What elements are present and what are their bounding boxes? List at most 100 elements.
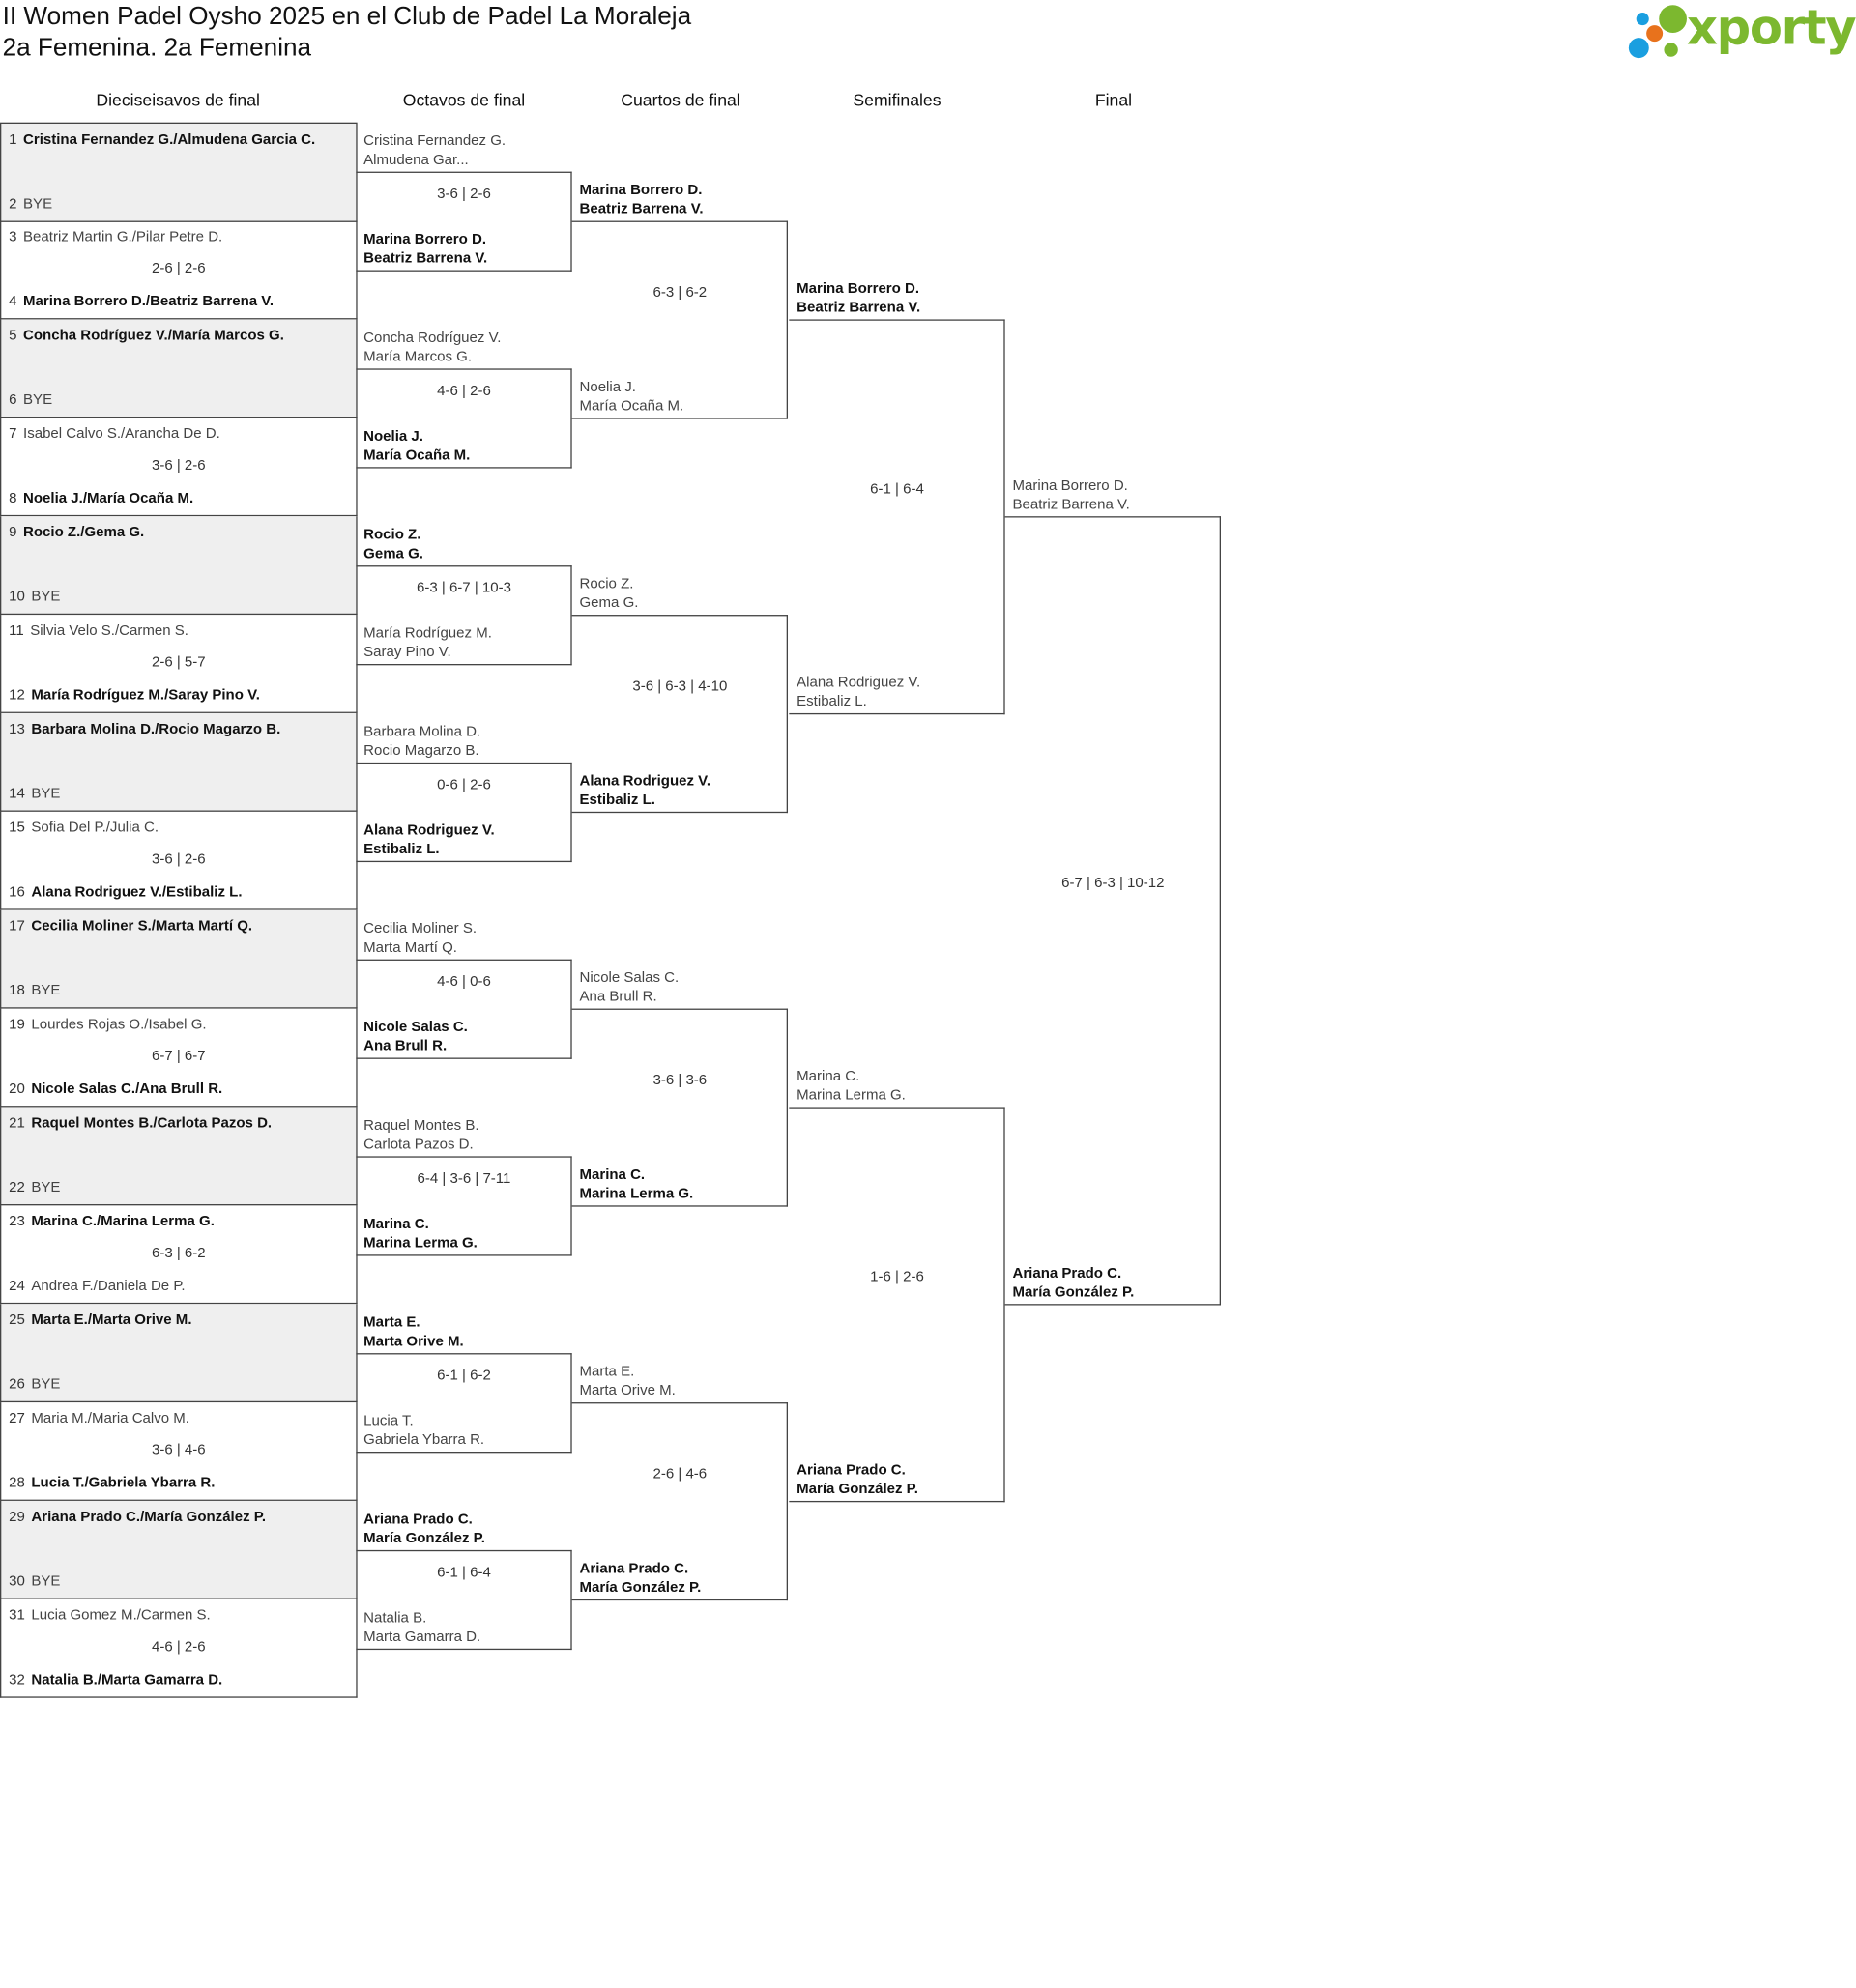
- team-top[interactable]: 21 Raquel Montes B./Carlota Pazos D.: [9, 1116, 272, 1132]
- team-top[interactable]: 15 Sofia Del P./Julia C.: [9, 821, 159, 836]
- team-top[interactable]: Marina C. Marina Lerma G.: [797, 1068, 906, 1105]
- team-top[interactable]: 11 Silvia Velo S./Carmen S.: [9, 623, 188, 639]
- match-box[interactable]: 5 Concha Rodríguez V./María Marcos G. 6 BYE: [0, 319, 358, 418]
- match-score: 6-1 | 6-4: [437, 1565, 491, 1581]
- team-bottom[interactable]: 10 BYE: [9, 590, 60, 605]
- team-bottom[interactable]: 28 Lucia T./Gabriela Ybarra R.: [9, 1476, 215, 1491]
- team-top[interactable]: Concha Rodríguez V. María Marcos G.: [363, 330, 501, 366]
- team-top[interactable]: 13 Barbara Molina D./Rocio Magarzo B.: [9, 722, 280, 737]
- team-bottom[interactable]: 12 María Rodríguez M./Saray Pino V.: [9, 688, 260, 704]
- player-name: Marina Lerma G.: [363, 1235, 478, 1251]
- seed-number: 31: [9, 1607, 25, 1624]
- match-box[interactable]: 7 Isabel Calvo S./Arancha De D. 3-6 | 2-6 8…: [0, 418, 358, 517]
- team-bottom[interactable]: Ariana Prado C. María González P.: [579, 1560, 701, 1597]
- team-bottom[interactable]: Alana Rodriguez V. Estibaliz L.: [797, 674, 920, 710]
- team-bottom[interactable]: Marina Borrero D. Beatriz Barrena V.: [363, 231, 487, 268]
- team-top[interactable]: 23 Marina C./Marina Lerma G.: [9, 1214, 215, 1229]
- team-bottom[interactable]: 18 BYE: [9, 983, 60, 998]
- team-top[interactable]: 5 Concha Rodríguez V./María Marcos G.: [9, 329, 284, 344]
- seed-number: 29: [9, 1510, 25, 1525]
- team-bottom[interactable]: 30 BYE: [9, 1574, 60, 1590]
- player-name: Beatriz Barrena V.: [363, 250, 488, 266]
- match-box[interactable]: 19 Lourdes Rojas O./Isabel G. 6-7 | 6-7 20 N…: [0, 1008, 358, 1108]
- player-name: Ariana Prado C.: [579, 1561, 689, 1577]
- match-score: 3-6 | 2-6: [151, 851, 206, 868]
- team-top[interactable]: Marina Borrero D. Beatriz Barrena V.: [579, 182, 703, 218]
- team-top[interactable]: Ariana Prado C. María González P.: [363, 1511, 485, 1547]
- team-top[interactable]: Barbara Molina D. Rocio Magarzo B.: [363, 723, 480, 760]
- team-bottom[interactable]: 32 Natalia B./Marta Gamarra D.: [9, 1673, 222, 1688]
- team-bottom[interactable]: 14 BYE: [9, 787, 60, 802]
- match-box[interactable]: 29 Ariana Prado C./María González P. 30 BYE: [0, 1500, 358, 1599]
- match-box[interactable]: 23 Marina C./Marina Lerma G. 6-3 | 6-2 24 An…: [0, 1205, 358, 1305]
- team-top[interactable]: Rocio Z. Gema G.: [363, 527, 423, 563]
- team-bottom[interactable]: 24 Andrea F./Daniela De P.: [9, 1279, 185, 1294]
- team-top[interactable]: 1 Cristina Fernandez G./Almudena Garcia C…: [9, 132, 315, 148]
- match-box[interactable]: 3 Beatriz Martin G./Pilar Petre D. 2-6 | 2…: [0, 220, 358, 320]
- team-top[interactable]: Marta E. Marta Orive M.: [363, 1314, 464, 1351]
- team-top[interactable]: 31 Lucia Gomez M./Carmen S.: [9, 1608, 211, 1624]
- player-name: Marina C.: [797, 1069, 860, 1084]
- team-top[interactable]: 17 Cecilia Moliner S./Marta Martí Q.: [9, 919, 252, 935]
- player-name: Cecilia Moliner S.: [363, 921, 478, 937]
- team-top[interactable]: 19 Lourdes Rojas O./Isabel G.: [9, 1018, 206, 1033]
- match-box[interactable]: 13 Barbara Molina D./Rocio Magarzo B. 14 BY…: [0, 712, 358, 812]
- match-score: 3-6 | 2-6: [437, 187, 491, 202]
- team-bottom[interactable]: María Rodríguez M. Saray Pino V.: [363, 625, 492, 662]
- match-box[interactable]: 15 Sofia Del P./Julia C. 3-6 | 2-6 16 Alana …: [0, 811, 358, 910]
- team-bottom[interactable]: 20 Nicole Salas C./Ana Brull R.: [9, 1081, 222, 1097]
- team-bottom[interactable]: Lucia T. Gabriela Ybarra R.: [363, 1413, 484, 1450]
- team-top[interactable]: 9 Rocio Z./Gema G.: [9, 525, 144, 540]
- team-bottom[interactable]: Marina C. Marina Lerma G.: [579, 1167, 693, 1203]
- xporty-logo[interactable]: xporty: [1626, 0, 1856, 66]
- team-top[interactable]: 7 Isabel Calvo S./Arancha De D.: [9, 426, 220, 442]
- team-top[interactable]: 29 Ariana Prado C./María González P.: [9, 1510, 266, 1525]
- seed-number: 32: [9, 1672, 25, 1688]
- team-top[interactable]: Marina Borrero D. Beatriz Barrena V.: [1012, 477, 1129, 514]
- team-top[interactable]: 27 Maria M./Maria Calvo M.: [9, 1411, 189, 1426]
- team-bottom[interactable]: 26 BYE: [9, 1377, 60, 1393]
- team-top[interactable]: Cecilia Moliner S. Marta Martí Q.: [363, 920, 477, 957]
- team-bottom[interactable]: Noelia J. María Ocaña M.: [363, 428, 470, 465]
- round-header: Cuartos de final: [621, 91, 740, 110]
- match-score: 2-6 | 2-6: [151, 261, 206, 277]
- match-box[interactable]: 31 Lucia Gomez M./Carmen S. 4-6 | 2-6 32 Nat…: [0, 1599, 358, 1698]
- team-top[interactable]: Nicole Salas C. Ana Brull R.: [579, 969, 679, 1006]
- team-top[interactable]: 3 Beatriz Martin G./Pilar Petre D.: [9, 230, 222, 245]
- team-bottom[interactable]: 8 Noelia J./María Ocaña M.: [9, 491, 193, 506]
- match-box[interactable]: 25 Marta E./Marta Orive M. 26 BYE: [0, 1304, 358, 1403]
- team-bottom[interactable]: 6 BYE: [9, 392, 52, 408]
- team-top[interactable]: Marina Borrero D. Beatriz Barrena V.: [797, 280, 920, 317]
- team-bottom[interactable]: 2 BYE: [9, 197, 52, 213]
- team-bottom[interactable]: Marina C. Marina Lerma G.: [363, 1216, 478, 1253]
- match-box[interactable]: 27 Maria M./Maria Calvo M. 3-6 | 4-6 28 Luci…: [0, 1402, 358, 1501]
- team-top[interactable]: Raquel Montes B. Carlota Pazos D.: [363, 1117, 478, 1154]
- match-box[interactable]: 17 Cecilia Moliner S./Marta Martí Q. 18 BYE: [0, 909, 358, 1009]
- team-bottom[interactable]: Ariana Prado C. María González P.: [1012, 1265, 1134, 1302]
- team-bottom[interactable]: Nicole Salas C. Ana Brull R.: [363, 1019, 468, 1055]
- team-bottom[interactable]: Natalia B. Marta Gamarra D.: [363, 1609, 480, 1646]
- match-box[interactable]: 9 Rocio Z./Gema G. 10 BYE: [0, 516, 358, 616]
- team-bottom[interactable]: Ariana Prado C. María González P.: [797, 1461, 918, 1498]
- team-top[interactable]: Cristina Fernandez G. Almudena Gar...: [363, 132, 506, 169]
- match-box[interactable]: 11 Silvia Velo S./Carmen S. 2-6 | 5-7 12 Mar…: [0, 615, 358, 713]
- team-top[interactable]: Rocio Z. Gema G.: [579, 576, 638, 613]
- match-score: 6-7 | 6-7: [151, 1049, 206, 1065]
- team-bottom[interactable]: Alana Rodriguez V. Estibaliz L.: [579, 772, 710, 809]
- team-bottom[interactable]: 4 Marina Borrero D./Beatriz Barrena V.: [9, 294, 274, 309]
- player-name: Ana Brull R.: [363, 1038, 448, 1053]
- match-box[interactable]: 1 Cristina Fernandez G./Almudena Garcia C…: [0, 122, 358, 222]
- round-header: Semifinales: [853, 91, 942, 110]
- match-box: [571, 1008, 789, 1207]
- team-top[interactable]: 25 Marta E./Marta Orive M.: [9, 1312, 191, 1328]
- seed-number: 20: [9, 1081, 25, 1098]
- team-top[interactable]: Marta E. Marta Orive M.: [579, 1364, 675, 1400]
- team-name: Marta E./Marta Orive M.: [31, 1312, 192, 1329]
- team-bottom[interactable]: Alana Rodriguez V. Estibaliz L.: [363, 821, 495, 858]
- match-box[interactable]: 21 Raquel Montes B./Carlota Pazos D. 22 BYE: [0, 1107, 358, 1206]
- team-bottom[interactable]: Noelia J. María Ocaña M.: [579, 379, 683, 416]
- team-bottom[interactable]: 22 BYE: [9, 1180, 60, 1196]
- team-bottom[interactable]: 16 Alana Rodriguez V./Estibaliz L.: [9, 885, 242, 901]
- player-name: Ariana Prado C.: [797, 1462, 906, 1479]
